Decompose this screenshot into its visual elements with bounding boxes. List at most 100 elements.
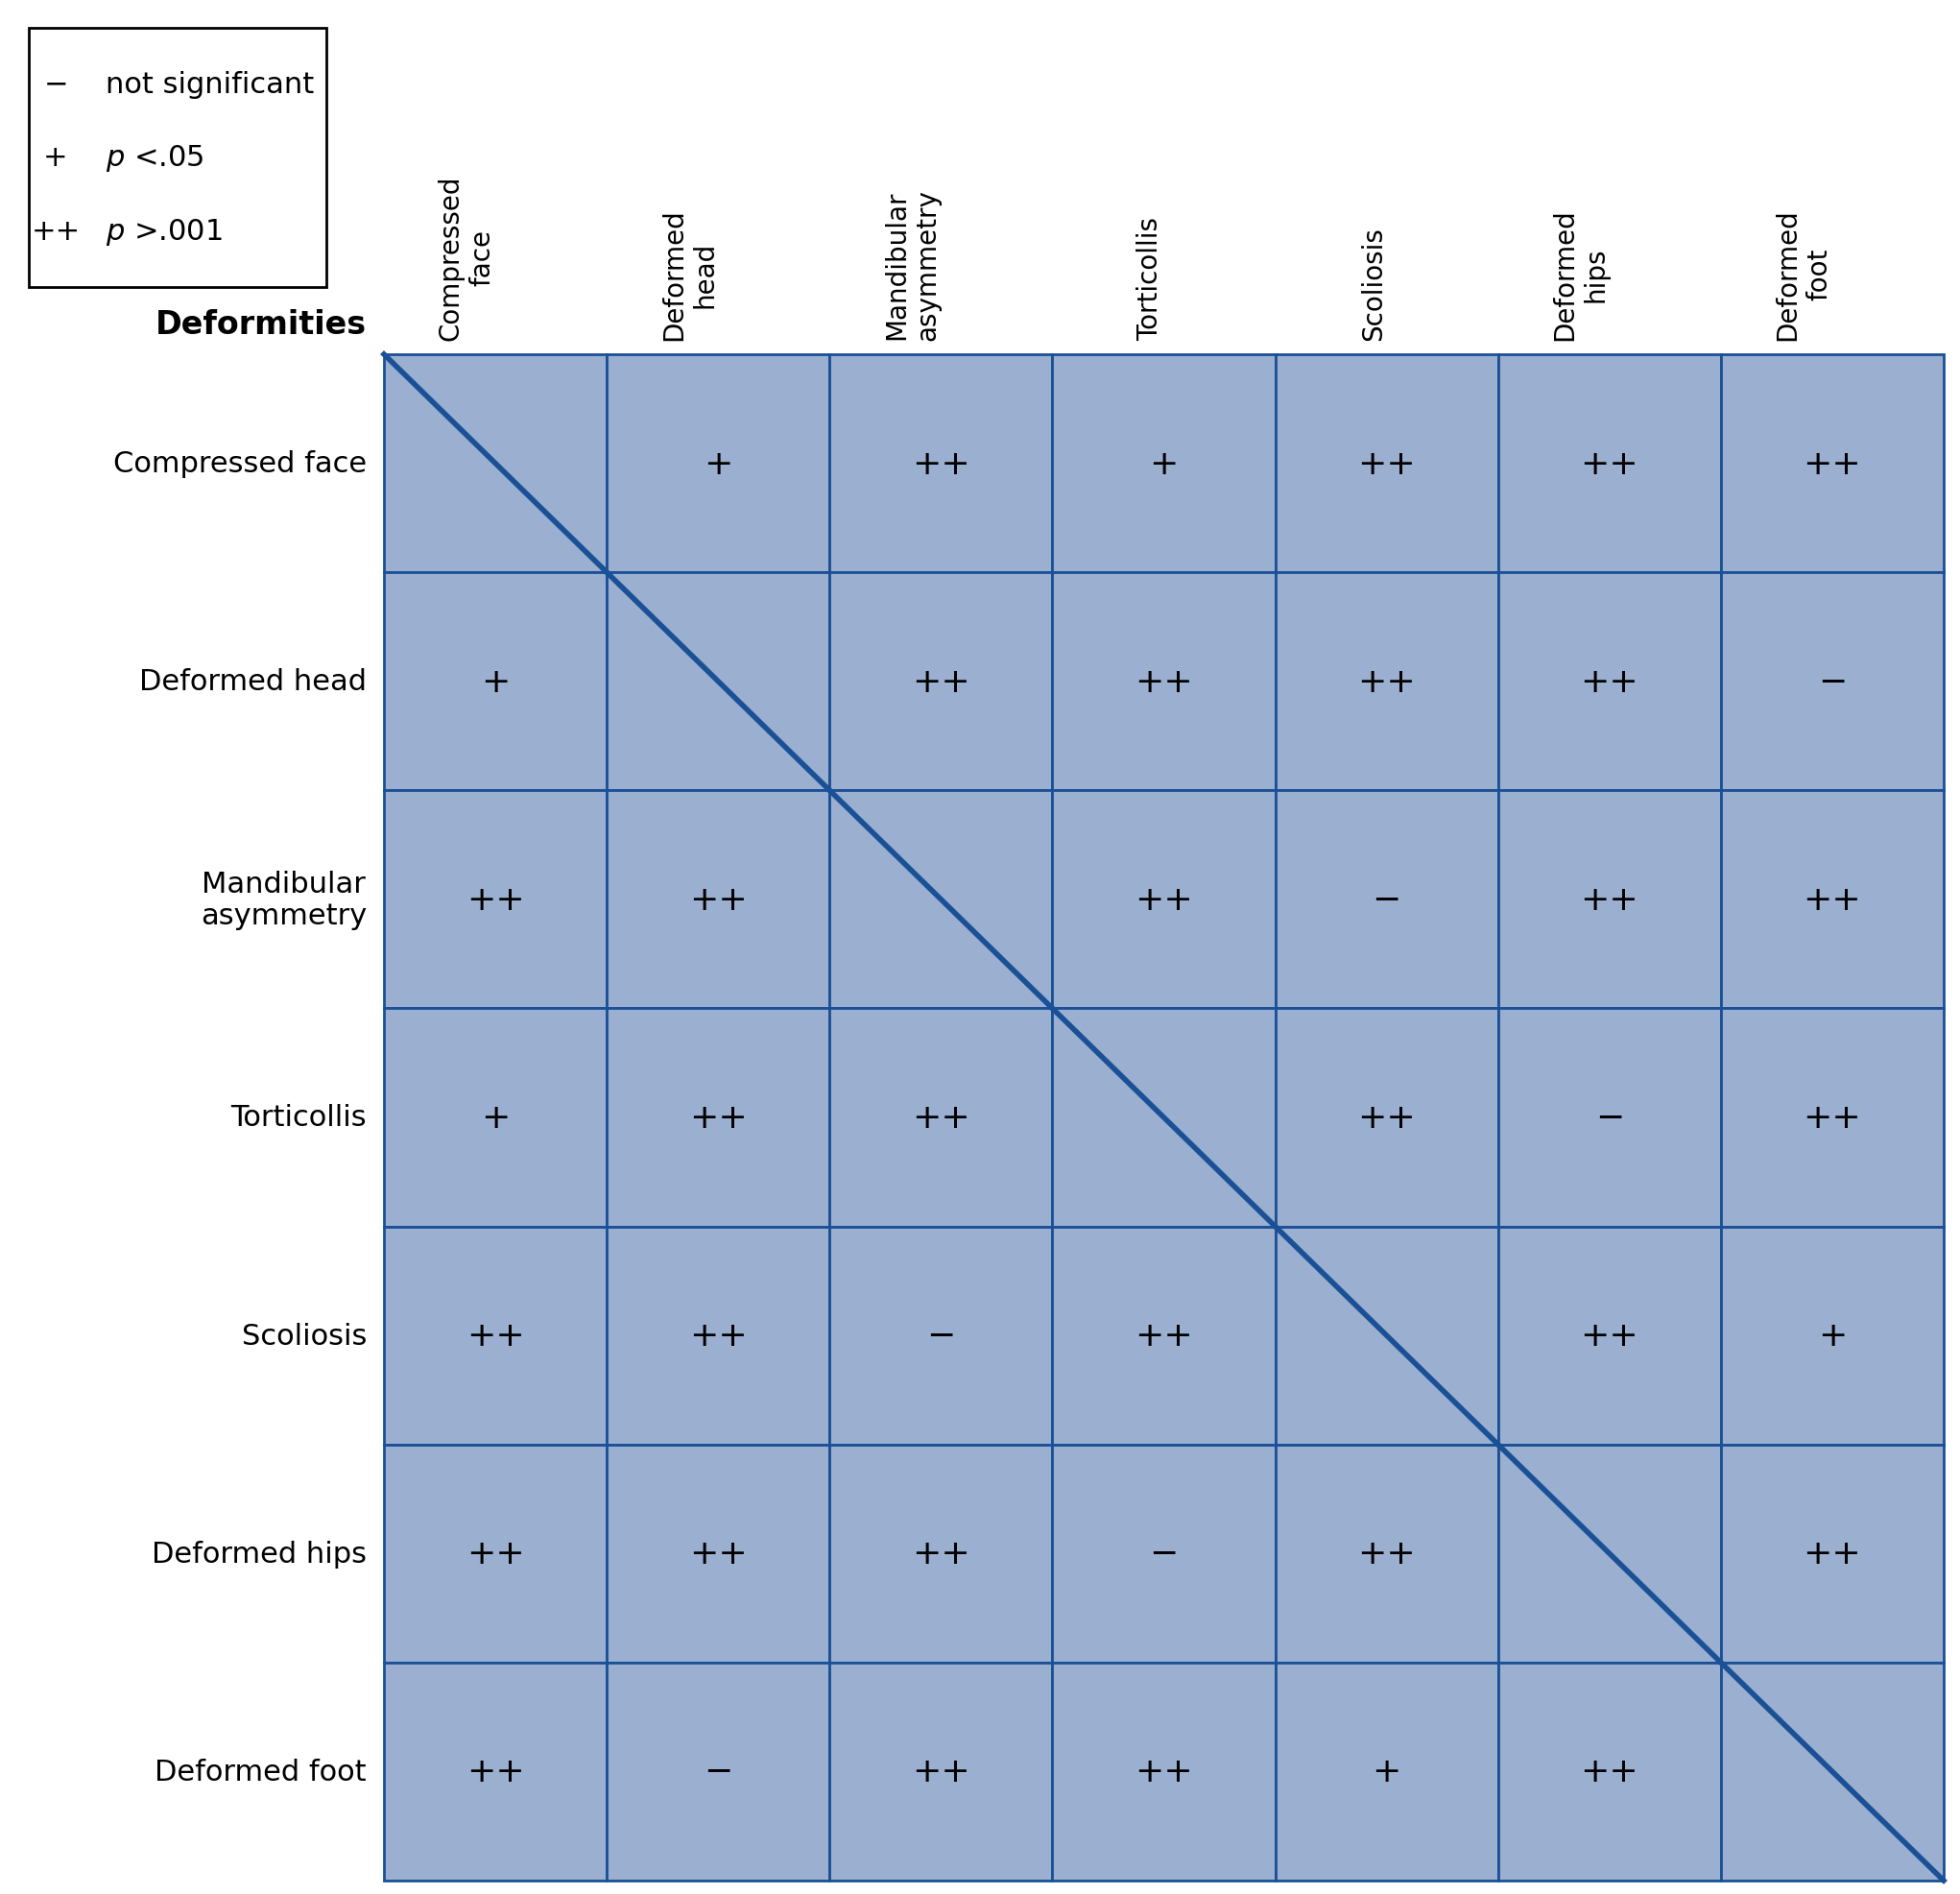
Text: Scoliosis: Scoliosis bbox=[1360, 227, 1386, 341]
Bar bbox=[384, 792, 608, 1010]
Text: ++: ++ bbox=[911, 1538, 970, 1570]
Bar bbox=[1497, 354, 1721, 574]
Text: ++: ++ bbox=[911, 665, 970, 699]
Bar bbox=[1276, 1445, 1497, 1663]
Text: Deformed hips: Deformed hips bbox=[151, 1540, 367, 1568]
Bar bbox=[1721, 574, 1944, 792]
Text: ++: ++ bbox=[466, 1756, 525, 1788]
Text: ++: ++ bbox=[690, 1102, 747, 1135]
Bar bbox=[608, 1663, 829, 1881]
Bar bbox=[384, 1010, 608, 1227]
Bar bbox=[829, 1445, 1053, 1663]
Text: not significant: not significant bbox=[106, 70, 314, 98]
Text: +: + bbox=[1149, 447, 1178, 481]
Text: Deformed head: Deformed head bbox=[139, 669, 367, 695]
Text: ++: ++ bbox=[1803, 447, 1862, 481]
Text: ++: ++ bbox=[1580, 447, 1639, 481]
Bar bbox=[1053, 1010, 1276, 1227]
Text: Mandibular
asymmetry: Mandibular asymmetry bbox=[884, 189, 941, 341]
Bar bbox=[1721, 1010, 1944, 1227]
Bar bbox=[29, 28, 327, 288]
Text: Scoliosis: Scoliosis bbox=[241, 1322, 367, 1350]
Bar bbox=[1053, 1663, 1276, 1881]
Bar bbox=[1053, 354, 1276, 574]
Bar bbox=[1721, 792, 1944, 1010]
Text: ++: ++ bbox=[1135, 883, 1194, 917]
Text: ++: ++ bbox=[1358, 665, 1415, 699]
Text: −: − bbox=[704, 1756, 733, 1788]
Bar bbox=[608, 574, 829, 792]
Text: ++: ++ bbox=[1135, 1320, 1194, 1352]
Bar bbox=[384, 1663, 608, 1881]
Bar bbox=[1276, 1010, 1497, 1227]
Bar bbox=[1721, 1227, 1944, 1445]
Text: ++: ++ bbox=[911, 1756, 970, 1788]
Bar bbox=[1721, 354, 1944, 574]
Text: Torticollis: Torticollis bbox=[231, 1104, 367, 1133]
Text: −: − bbox=[1595, 1102, 1625, 1135]
Text: $p$ <.05: $p$ <.05 bbox=[106, 142, 204, 174]
Text: Compressed
face: Compressed face bbox=[437, 174, 496, 341]
Bar bbox=[829, 1010, 1053, 1227]
Bar bbox=[1276, 1227, 1497, 1445]
Text: Deformities: Deformities bbox=[155, 309, 367, 341]
Bar bbox=[1497, 1663, 1721, 1881]
Text: +: + bbox=[480, 665, 510, 699]
Bar bbox=[1497, 1010, 1721, 1227]
Bar bbox=[1053, 1663, 1276, 1881]
Bar bbox=[1053, 574, 1276, 792]
Bar bbox=[1276, 1010, 1497, 1227]
Bar bbox=[384, 1010, 608, 1227]
Bar bbox=[608, 1227, 829, 1445]
Bar bbox=[1721, 1227, 1944, 1445]
Text: ++: ++ bbox=[1803, 1102, 1862, 1135]
Bar bbox=[1497, 354, 1721, 574]
Text: ++: ++ bbox=[466, 1538, 525, 1570]
Text: Deformed
foot: Deformed foot bbox=[1774, 208, 1833, 341]
Bar bbox=[1053, 792, 1276, 1010]
Bar bbox=[829, 1445, 1053, 1663]
Text: ++: ++ bbox=[911, 447, 970, 481]
Text: ++: ++ bbox=[1580, 665, 1639, 699]
Bar bbox=[829, 354, 1053, 574]
Bar bbox=[1053, 1227, 1276, 1445]
Text: ++: ++ bbox=[1580, 1756, 1639, 1788]
Text: +: + bbox=[1372, 1756, 1401, 1788]
Text: $p$ >.001: $p$ >.001 bbox=[106, 216, 221, 248]
Bar bbox=[829, 354, 1053, 574]
Bar bbox=[384, 354, 608, 574]
Bar bbox=[1497, 1445, 1721, 1663]
Text: −: − bbox=[1372, 883, 1401, 917]
Bar bbox=[608, 1010, 829, 1227]
Bar bbox=[384, 1227, 608, 1445]
Bar bbox=[1721, 1010, 1944, 1227]
Text: Deformed foot: Deformed foot bbox=[155, 1758, 367, 1786]
Text: +: + bbox=[480, 1102, 510, 1135]
Bar bbox=[384, 574, 608, 792]
Text: −: − bbox=[1817, 665, 1846, 699]
Text: ++: ++ bbox=[1803, 883, 1862, 917]
Bar bbox=[1053, 792, 1276, 1010]
Bar bbox=[608, 354, 829, 574]
Text: ++: ++ bbox=[690, 883, 747, 917]
Bar bbox=[829, 574, 1053, 792]
Bar bbox=[1053, 354, 1276, 574]
Text: +: + bbox=[1817, 1320, 1846, 1352]
Bar bbox=[1053, 1445, 1276, 1663]
Bar bbox=[1497, 792, 1721, 1010]
Text: −: − bbox=[1149, 1538, 1178, 1570]
Bar bbox=[1276, 792, 1497, 1010]
Text: +: + bbox=[43, 144, 69, 172]
Bar bbox=[608, 792, 829, 1010]
Bar bbox=[1276, 1663, 1497, 1881]
Text: ++: ++ bbox=[690, 1320, 747, 1352]
Bar bbox=[608, 1010, 829, 1227]
Text: ++: ++ bbox=[1580, 1320, 1639, 1352]
Bar bbox=[1276, 792, 1497, 1010]
Text: Compressed face: Compressed face bbox=[114, 451, 367, 477]
Bar bbox=[384, 574, 608, 792]
Text: ++: ++ bbox=[1358, 447, 1415, 481]
Bar bbox=[829, 574, 1053, 792]
Text: ++: ++ bbox=[1135, 665, 1194, 699]
Bar bbox=[829, 792, 1053, 1010]
